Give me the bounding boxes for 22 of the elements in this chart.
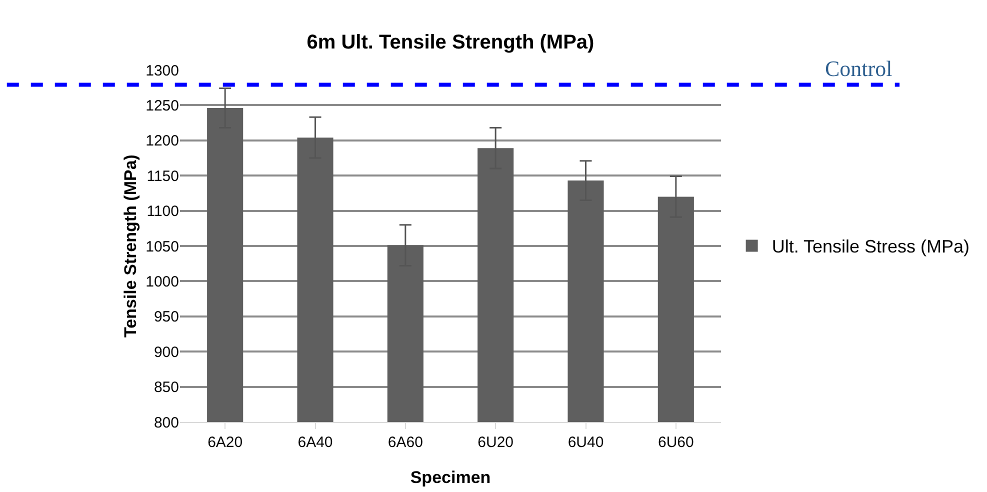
x-tick-label: 6A40: [298, 434, 333, 451]
y-tick-label: 900: [154, 344, 179, 361]
y-tick-label: 1200: [146, 132, 179, 150]
y-tick-label: 1000: [146, 273, 179, 290]
y-axis-title: Tensile Strength (MPa): [121, 154, 140, 338]
x-tick-label: 6U60: [658, 434, 694, 451]
y-tick-label: 850: [154, 379, 179, 396]
y-tick-label: 1300: [146, 62, 179, 80]
y-tick-label: 1150: [146, 168, 179, 185]
y-tick-label: 1250: [146, 97, 179, 114]
chart-title: 6m Ult. Tensile Strength (MPa): [306, 31, 594, 54]
x-tick-label: 6U20: [478, 434, 514, 451]
legend-label: Ult. Tensile Stress (MPa): [772, 236, 970, 257]
y-tick-label: 800: [154, 414, 179, 432]
y-tick-label: 1100: [146, 203, 179, 220]
y-tick-label: 1050: [146, 238, 179, 256]
x-tick-label: 6A60: [388, 434, 423, 451]
ref-line-label: Control: [825, 56, 892, 81]
y-tick-label: 950: [154, 308, 179, 326]
x-tick-label: 6U40: [568, 434, 604, 451]
x-tick-label: 6A20: [208, 434, 243, 451]
x-axis-title: Specimen: [410, 468, 491, 487]
